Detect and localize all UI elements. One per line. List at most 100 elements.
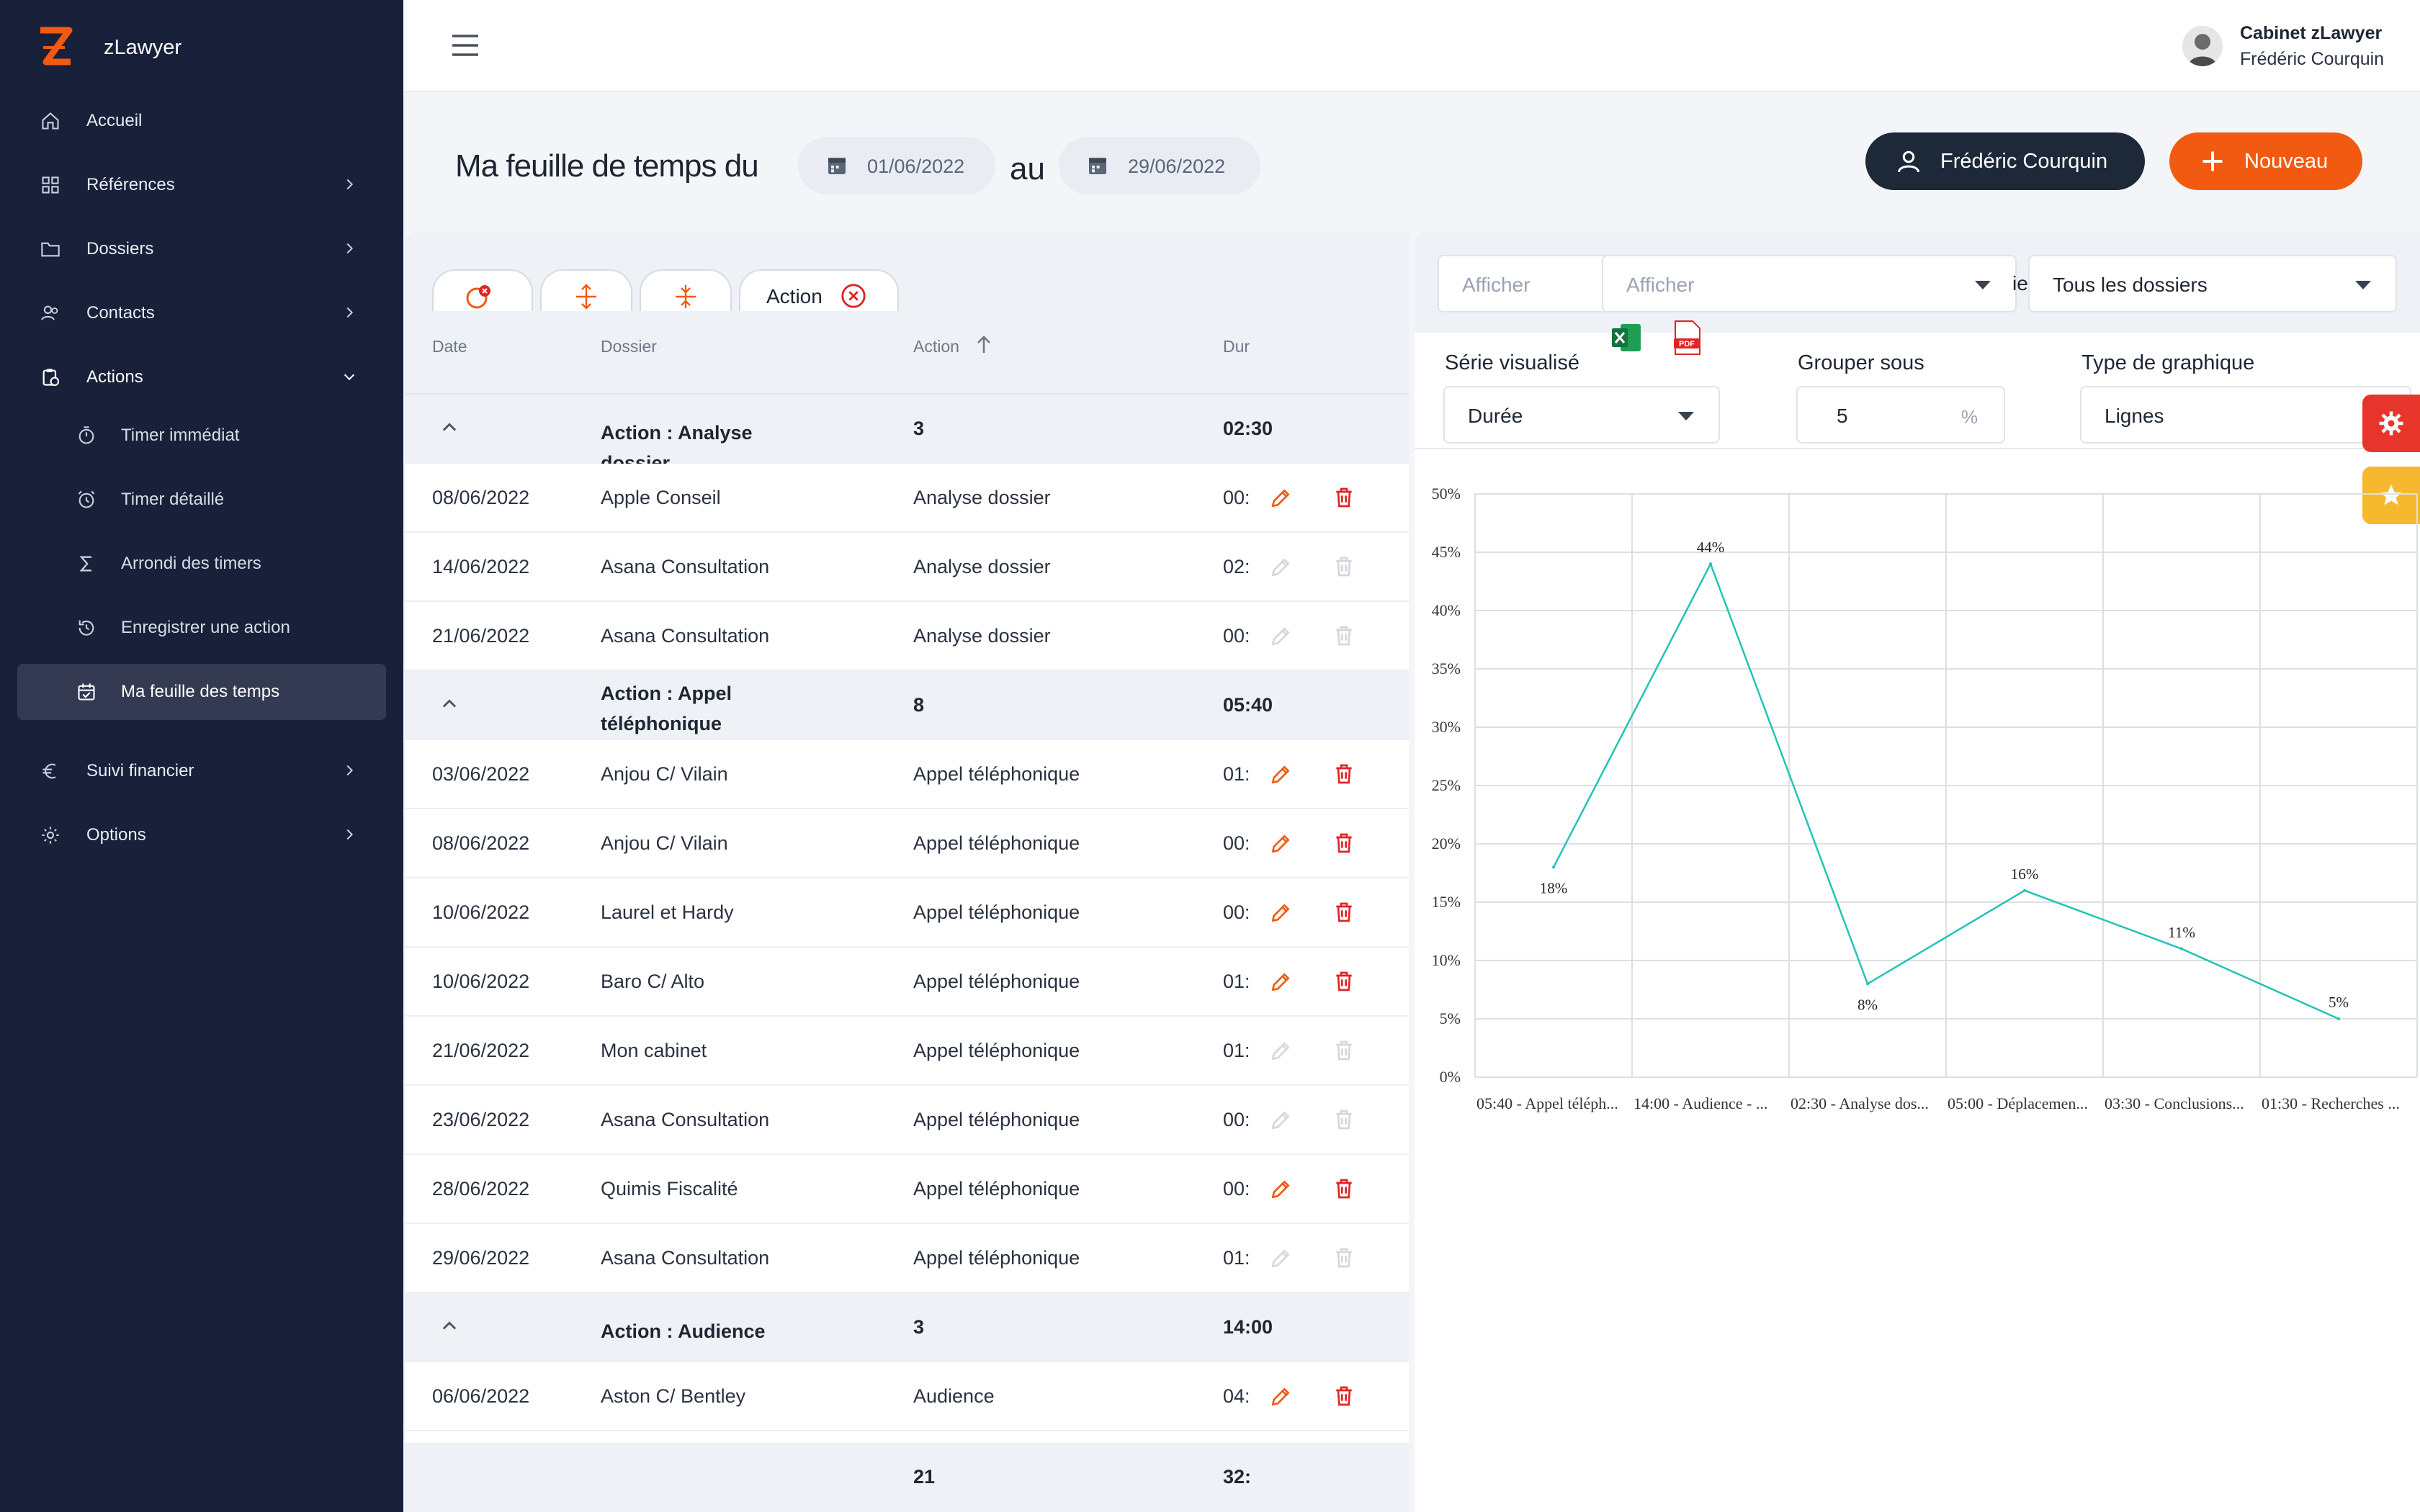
nav-contacts[interactable]: Contacts bbox=[17, 286, 386, 341]
chevron-up-icon[interactable] bbox=[439, 418, 460, 438]
avatar[interactable] bbox=[2182, 26, 2223, 66]
subnav-timer-immediat[interactable]: Timer immédiat bbox=[17, 408, 386, 464]
grid-icon bbox=[42, 176, 59, 194]
col-date[interactable]: Date bbox=[432, 337, 467, 356]
nav-suivi-financier[interactable]: Suivi financier bbox=[17, 744, 386, 798]
users-icon bbox=[41, 305, 58, 320]
delete-trash-icon[interactable] bbox=[1332, 831, 1355, 855]
delete-trash-icon[interactable] bbox=[1332, 969, 1355, 994]
row-action: Appel téléphonique bbox=[913, 901, 1080, 923]
delete-trash-icon[interactable] bbox=[1332, 1176, 1355, 1201]
collapse-all-chip[interactable] bbox=[640, 269, 732, 314]
group-row[interactable]: Action : Analyse dossier 3 02:30 bbox=[405, 395, 1409, 474]
user-filter-button[interactable]: Frédéric Courquin bbox=[1865, 132, 2145, 190]
delete-trash-icon[interactable] bbox=[1332, 1384, 1355, 1408]
edit-pencil-icon[interactable] bbox=[1269, 1040, 1292, 1063]
table-row[interactable]: 08/06/2022 Anjou C/ Vilain Appel téléphoni… bbox=[405, 809, 1409, 878]
edit-pencil-icon[interactable] bbox=[1269, 901, 1292, 924]
col-dossier[interactable]: Dossier bbox=[601, 337, 657, 356]
edit-pencil-icon[interactable] bbox=[1269, 1247, 1292, 1270]
settings-side-tab[interactable] bbox=[2362, 395, 2420, 452]
star-icon bbox=[2380, 485, 2402, 505]
sidebar: zLawyer Accueil Références Dossiers Cont… bbox=[0, 0, 403, 1512]
table-row[interactable]: 28/06/2022 Quimis Fiscalité Appel téléphon… bbox=[405, 1155, 1409, 1224]
group-label: Action : Audience bbox=[601, 1320, 766, 1342]
table-row[interactable]: 06/06/2022 Aston C/ Bentley Audience 04: bbox=[405, 1362, 1409, 1431]
subnav-arrondi[interactable]: Arrondi des timers bbox=[17, 536, 386, 592]
chart-type-select[interactable]: Lignes bbox=[2080, 386, 2411, 444]
subnav-feuille-des-temps[interactable]: Ma feuille des temps bbox=[17, 664, 386, 720]
table-row[interactable]: 21/06/2022 Asana Consultation Analyse doss… bbox=[405, 602, 1409, 671]
edit-pencil-icon[interactable] bbox=[1269, 1178, 1292, 1201]
remove-circle-icon[interactable] bbox=[840, 282, 867, 310]
subnav-label: Timer détaillé bbox=[121, 490, 225, 509]
table-row[interactable]: 10/06/2022 Laurel et Hardy Appel téléphoni… bbox=[405, 878, 1409, 948]
table-row[interactable]: 14/06/2022 Asana Consultation Analyse doss… bbox=[405, 533, 1409, 602]
delete-trash-icon[interactable] bbox=[1332, 900, 1355, 924]
row-duration: 04: bbox=[1223, 1385, 1250, 1407]
table-row[interactable]: 23/06/2022 Asana Consultation Appel téléph… bbox=[405, 1086, 1409, 1155]
group-duration: 02:30 bbox=[1223, 418, 1273, 439]
col-action[interactable]: Action bbox=[913, 337, 959, 356]
edit-pencil-icon[interactable] bbox=[1269, 1385, 1292, 1408]
edit-pencil-icon[interactable] bbox=[1269, 971, 1292, 994]
favorites-side-tab[interactable] bbox=[2362, 467, 2420, 524]
date-to-picker[interactable]: 29/06/2022 bbox=[1059, 137, 1260, 194]
dossiers-select[interactable]: Tous les dossiers bbox=[2028, 255, 2397, 312]
table-row[interactable]: 10/06/2022 Baro C/ Alto Appel téléphonique… bbox=[405, 948, 1409, 1017]
delete-trash-icon[interactable] bbox=[1332, 1038, 1355, 1063]
expand-all-chip[interactable] bbox=[540, 269, 632, 314]
edit-pencil-icon[interactable] bbox=[1269, 832, 1292, 855]
delete-trash-icon[interactable] bbox=[1332, 624, 1355, 648]
line-chart: 0% 5% 10% 15% 20% 25% 30% 35% 40% 45% 50% 05:40 - A… bbox=[1432, 485, 2418, 1112]
table-row[interactable]: 03/06/2022 Anjou C/ Vilain Appel téléphoni… bbox=[405, 740, 1409, 809]
sort-ascending-icon[interactable] bbox=[975, 334, 992, 356]
edit-pencil-icon[interactable] bbox=[1269, 556, 1292, 579]
data-label: 8% bbox=[1857, 996, 1878, 1013]
row-action: Appel téléphonique bbox=[913, 1247, 1080, 1269]
nav-accueil[interactable]: Accueil bbox=[17, 94, 386, 148]
clear-timers-chip[interactable] bbox=[432, 269, 533, 314]
afficher-select-2[interactable]: Afficher bbox=[1602, 255, 2017, 312]
delete-trash-icon[interactable] bbox=[1332, 485, 1355, 510]
delete-trash-icon[interactable] bbox=[1332, 1246, 1355, 1270]
new-button[interactable]: Nouveau bbox=[2169, 132, 2362, 190]
row-date: 06/06/2022 bbox=[432, 1385, 530, 1407]
edit-pencil-icon[interactable] bbox=[1269, 487, 1292, 510]
nav-actions[interactable]: Actions bbox=[17, 350, 386, 405]
group-by-action-chip[interactable]: Action bbox=[739, 269, 899, 314]
chevron-up-icon[interactable] bbox=[439, 1316, 460, 1336]
group-row[interactable]: Action : Appel téléphonique 8 05:40 bbox=[405, 671, 1409, 740]
grouper-input[interactable]: 5 % bbox=[1796, 386, 2005, 444]
pdf-icon[interactable]: PDF bbox=[1671, 320, 1703, 356]
edit-pencil-icon[interactable] bbox=[1269, 763, 1292, 786]
y-tick-label: 40% bbox=[1432, 601, 1461, 619]
nav-references[interactable]: Références bbox=[17, 158, 386, 212]
table-header bbox=[405, 311, 1409, 395]
table-row[interactable]: 29/06/2022 Asana Consultation Appel téléph… bbox=[405, 1224, 1409, 1293]
row-duration: 00: bbox=[1223, 901, 1250, 923]
subnav-timer-detaille[interactable]: Timer détaillé bbox=[17, 472, 386, 528]
delete-trash-icon[interactable] bbox=[1332, 1107, 1355, 1132]
table-row[interactable]: 21/06/2022 Mon cabinet Appel téléphonique 0… bbox=[405, 1017, 1409, 1086]
nav-options[interactable]: Options bbox=[17, 808, 386, 863]
serie-select[interactable]: Durée bbox=[1443, 386, 1720, 444]
group-row[interactable]: Action : Audience 3 14:00 bbox=[405, 1293, 1409, 1362]
delete-trash-icon[interactable] bbox=[1332, 554, 1355, 579]
subnav-enregistrer[interactable]: Enregistrer une action bbox=[17, 600, 386, 656]
nav-dossiers[interactable]: Dossiers bbox=[17, 222, 386, 276]
col-duration[interactable]: Dur bbox=[1223, 337, 1250, 356]
delete-trash-icon[interactable] bbox=[1332, 762, 1355, 786]
excel-icon[interactable] bbox=[1610, 321, 1642, 354]
hamburger-menu-icon[interactable] bbox=[451, 33, 480, 58]
date-from-picker[interactable]: 01/06/2022 bbox=[798, 137, 995, 194]
date-from-value: 01/06/2022 bbox=[867, 156, 965, 177]
table-row[interactable]: 08/06/2022 Apple Conseil Analyse dossier 00… bbox=[405, 464, 1409, 533]
edit-pencil-icon[interactable] bbox=[1269, 1109, 1292, 1132]
afficher-select-1[interactable]: Afficher bbox=[1438, 255, 1625, 312]
row-action: Appel téléphonique bbox=[913, 832, 1080, 854]
group-duration: 14:00 bbox=[1223, 1316, 1273, 1338]
chevron-up-icon[interactable] bbox=[439, 694, 460, 714]
edit-pencil-icon[interactable] bbox=[1269, 625, 1292, 648]
caret-down-icon bbox=[1975, 281, 1991, 289]
